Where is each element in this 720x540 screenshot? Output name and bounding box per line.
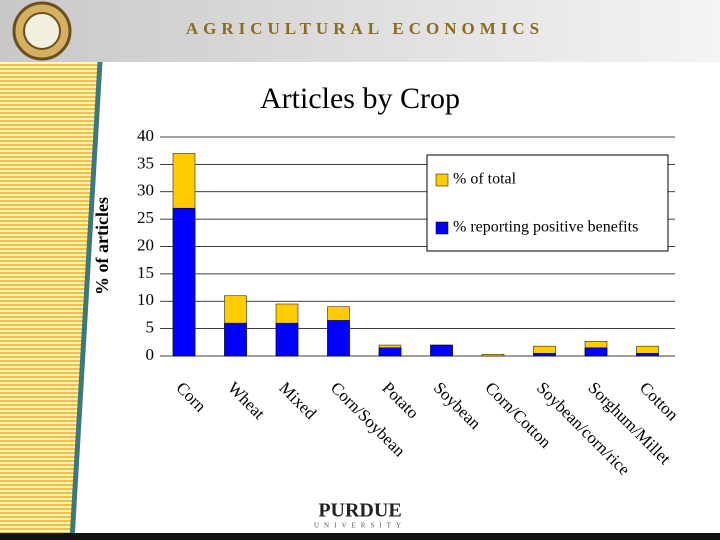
y-tick-label: 15	[137, 263, 154, 282]
y-tick-label: 35	[137, 153, 154, 172]
legend-label: % of total	[453, 171, 517, 188]
x-tick-label: Soybean	[430, 378, 485, 433]
y-tick-label: 40	[137, 126, 154, 145]
bar	[584, 347, 608, 357]
bar	[481, 354, 505, 357]
y-tick-label: 30	[137, 181, 154, 200]
bar	[430, 344, 453, 357]
y-tick-label: 0	[146, 345, 155, 364]
side-edge	[69, 61, 103, 540]
footer-bar	[0, 533, 720, 540]
y-tick-label: 20	[137, 235, 154, 254]
y-tick-label: 10	[137, 290, 154, 309]
y-axis-title: % of articles	[92, 197, 112, 295]
bar	[636, 353, 659, 357]
header-title: AGRICULTURAL ECONOMICS	[186, 19, 544, 38]
bar	[224, 322, 247, 357]
chart-title: Articles by Crop	[260, 82, 460, 115]
bar	[327, 320, 350, 357]
x-tick-label: Mixed	[275, 378, 320, 423]
bar	[533, 353, 556, 357]
footer-logo: PURDUE	[318, 500, 401, 522]
legend-label: % reporting positive benefits	[453, 219, 638, 236]
x-tick-label: Corn	[172, 378, 210, 416]
seal-inner	[23, 12, 61, 50]
side-stripes	[0, 62, 100, 540]
bar	[172, 207, 196, 357]
legend-box	[426, 154, 669, 252]
header-band	[0, 0, 720, 62]
bar	[275, 322, 299, 357]
legend-swatch	[435, 221, 449, 235]
legend-swatch	[435, 173, 449, 187]
x-tick-label: Soybean/corn/rice	[533, 378, 634, 479]
x-tick-label: Wheat	[224, 378, 269, 423]
x-tick-label: Cotton	[636, 378, 683, 425]
y-tick-label: 25	[137, 208, 154, 227]
bar	[378, 347, 402, 357]
x-tick-label: Potato	[378, 378, 422, 422]
y-tick-label: 5	[146, 318, 155, 337]
footer-subtitle: UNIVERSITY	[314, 522, 406, 530]
